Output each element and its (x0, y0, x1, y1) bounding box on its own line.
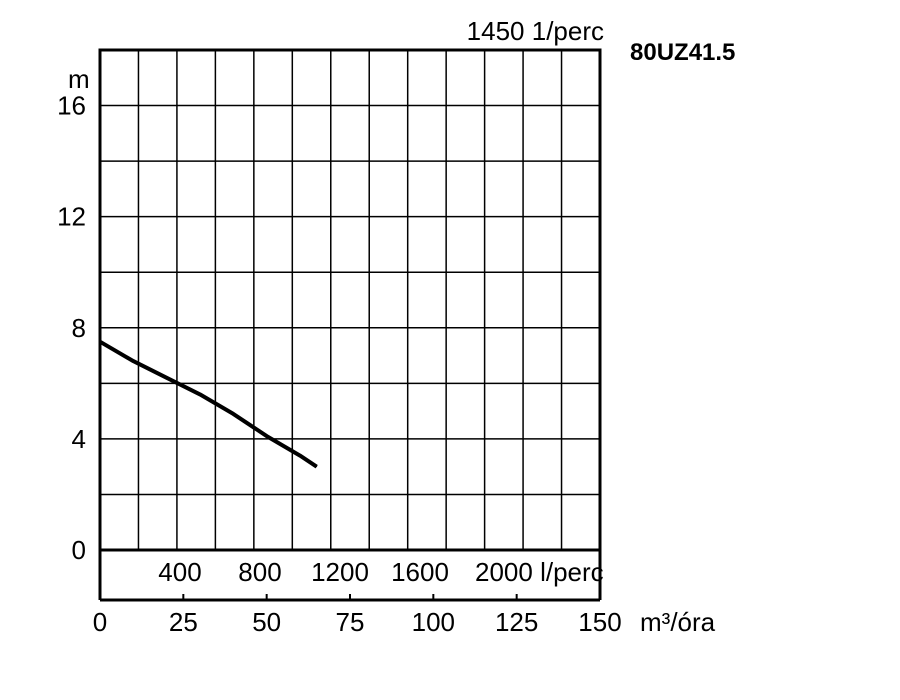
series-point (99, 341, 101, 343)
y-tick-label: 12 (57, 202, 86, 232)
series-group (98, 339, 318, 469)
x-axis-primary-ticks: 0 25 50 75 100 125 150 (93, 594, 622, 637)
series-point (266, 435, 268, 437)
x-tick-label: 125 (495, 607, 538, 637)
x-tick-label: 0 (93, 607, 107, 637)
series-point (132, 360, 134, 362)
chart-frame (98, 48, 602, 602)
x-axis-secondary-ticks: 400 800 1200 1600 2000 l/perc (158, 557, 603, 587)
x-tick-label: 25 (169, 607, 198, 637)
x-tick-label: 100 (412, 607, 455, 637)
series-point (166, 377, 168, 379)
x-tick-label: 50 (252, 607, 281, 637)
x-secondary-tick-label: 1600 (391, 557, 449, 587)
series-point (199, 393, 201, 395)
y-tick-label: 8 (72, 313, 86, 343)
plot-border (98, 48, 602, 552)
x-secondary-tick-label: 800 (238, 557, 281, 587)
x-secondary-tick-label: 1200 (311, 557, 369, 587)
y-axis-ticks: 0 4 8 12 16 (57, 91, 86, 565)
series-point (232, 413, 234, 415)
model-label: 80UZ41.5 (630, 39, 735, 66)
y-tick-label: 16 (57, 91, 86, 121)
x-secondary-tick-label: 2000 l/perc (475, 557, 604, 587)
x-secondary-tick-label: 400 (158, 557, 201, 587)
y-tick-label: 4 (72, 424, 86, 454)
chart-grid (100, 50, 600, 550)
x-tick-label: 75 (336, 607, 365, 637)
y-tick-label: 0 (72, 535, 86, 565)
series-point (316, 466, 318, 468)
x-axis-primary-label: m³/óra (640, 607, 716, 637)
x-tick-label: 150 (578, 607, 621, 637)
speed-label: 1450 1/perc (467, 16, 604, 46)
series-point (299, 455, 301, 457)
series-line (98, 339, 318, 469)
y-axis-label: m (68, 64, 90, 94)
